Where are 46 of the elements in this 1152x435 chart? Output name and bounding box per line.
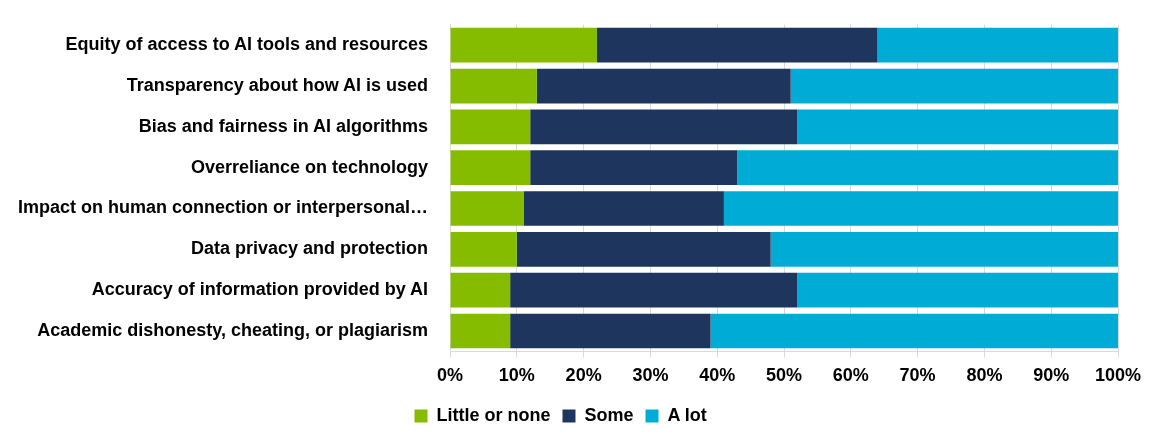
bar bbox=[516, 231, 771, 267]
bar bbox=[450, 27, 597, 63]
x-tick-label: 70% bbox=[899, 365, 936, 386]
bar bbox=[530, 150, 738, 186]
x-tick-label: 40% bbox=[699, 365, 736, 386]
legend-label: A lot bbox=[667, 404, 707, 425]
bar bbox=[450, 272, 511, 308]
x-tick-label: 20% bbox=[565, 365, 602, 386]
y-tick-label: Impact on human connection or interpersonal… bbox=[18, 197, 429, 218]
y-tick-label: Transparency about how AI is used bbox=[126, 75, 429, 96]
bar bbox=[797, 272, 1118, 308]
x-tick-label: 10% bbox=[498, 365, 535, 386]
x-tick-label: 60% bbox=[832, 365, 869, 386]
bar bbox=[597, 27, 878, 63]
bar bbox=[450, 109, 531, 145]
x-tick-label: 0% bbox=[437, 365, 464, 386]
bar bbox=[510, 272, 798, 308]
x-tick-label: 100% bbox=[1094, 365, 1142, 386]
bar bbox=[450, 191, 524, 226]
x-tick-label: 50% bbox=[766, 365, 803, 386]
bar bbox=[530, 109, 798, 145]
bar bbox=[450, 231, 517, 267]
y-tick-label: Academic dishonesty, cheating, or plagiarism bbox=[37, 319, 429, 340]
bar bbox=[770, 231, 1118, 267]
bar bbox=[523, 191, 724, 226]
x-tick-label: 30% bbox=[632, 365, 669, 386]
bar bbox=[723, 191, 1118, 226]
bar bbox=[536, 68, 791, 104]
y-tick-label: Equity of access to AI tools and resources bbox=[65, 34, 429, 55]
bar bbox=[710, 313, 1118, 349]
y-tick-label: Accuracy of information provided by AI bbox=[91, 279, 429, 300]
x-tick-label: 80% bbox=[966, 365, 1003, 386]
legend-label: Some bbox=[584, 404, 634, 425]
x-tick-label: 90% bbox=[1033, 365, 1070, 386]
bar bbox=[790, 68, 1118, 104]
y-tick-label: Data privacy and protection bbox=[190, 238, 429, 259]
y-tick-label: Overreliance on technology bbox=[190, 156, 429, 177]
bar bbox=[797, 109, 1118, 145]
y-tick-label: Bias and fairness in AI algorithms bbox=[138, 115, 429, 136]
bar bbox=[450, 313, 511, 349]
bar bbox=[450, 68, 537, 104]
legend-label: Little or none bbox=[436, 404, 551, 425]
bar bbox=[510, 313, 711, 349]
bar bbox=[737, 150, 1118, 186]
bar bbox=[877, 27, 1118, 63]
bar bbox=[450, 150, 531, 186]
